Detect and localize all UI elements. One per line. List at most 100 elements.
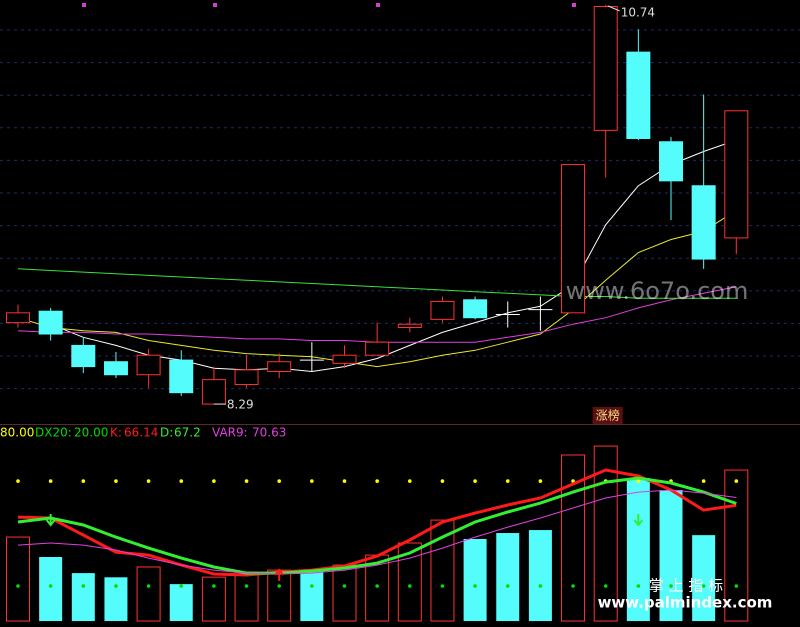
level-dot <box>81 479 86 483</box>
level-dot <box>114 479 118 483</box>
indicator-bar <box>496 533 520 622</box>
candle-body <box>593 6 618 131</box>
marker <box>213 3 217 7</box>
legend-value: 20.00 <box>74 426 108 440</box>
level-dot <box>505 584 510 588</box>
indicator-bar <box>71 573 95 622</box>
indicator-bar <box>397 542 422 622</box>
signal-arrow <box>633 514 644 527</box>
signal-arrow <box>45 514 56 527</box>
level-dot <box>505 479 510 483</box>
moving-average <box>50 139 737 373</box>
level-dot <box>114 584 118 588</box>
level-dot <box>473 584 477 588</box>
level-dot <box>701 479 706 483</box>
level-dot <box>440 584 445 588</box>
max-label: 10.74 <box>621 5 655 19</box>
level-dot <box>179 584 184 588</box>
candle-body <box>397 323 422 328</box>
legend-name: VAR9: <box>212 426 248 440</box>
footer-url: www.palmindex.com <box>598 594 773 612</box>
indicator-bar <box>6 536 30 622</box>
level-dot <box>16 479 20 483</box>
legend-name: K: <box>110 426 122 440</box>
candle-body <box>201 379 226 405</box>
level-dot <box>669 584 673 588</box>
indicator-bar <box>332 564 357 622</box>
indicator-bar <box>593 445 618 622</box>
level-dot <box>342 584 347 588</box>
candle-body <box>71 344 96 368</box>
legend-value: 70.63 <box>252 426 286 440</box>
top-markers <box>82 3 576 7</box>
candle-body <box>561 164 586 314</box>
candle-body <box>267 361 292 372</box>
level-dot <box>408 479 412 483</box>
price-panel: 10.74 8.29 涨榜 <box>6 4 749 424</box>
annotation-arrow <box>607 5 620 12</box>
candle-body <box>724 110 749 239</box>
watermark: www.6o7o.com <box>566 277 749 305</box>
level-dot <box>603 584 608 588</box>
marker <box>376 3 380 7</box>
legend-value: 66.14 <box>124 426 158 440</box>
candle-body <box>430 300 455 320</box>
level-dot <box>473 479 477 483</box>
indicator-bar <box>104 577 128 622</box>
candle-body <box>332 354 357 364</box>
indicator-line <box>17 476 737 575</box>
indicator-panel: 80.00 DX20: 20.00 K: 66.14 D: 67.2 VAR9: 70.63 <box>0 426 749 622</box>
indicator-bar <box>724 469 749 622</box>
legend-value: 80.00 <box>0 426 34 440</box>
tag-label: 涨榜 <box>596 408 620 423</box>
level-dot <box>81 584 86 588</box>
candle-body <box>6 312 30 324</box>
level-dot <box>16 584 20 588</box>
signal-arrow <box>274 568 284 581</box>
candle-body <box>463 299 488 319</box>
candle-body <box>234 369 259 386</box>
indicator-bar <box>39 557 63 622</box>
marker <box>82 3 86 7</box>
level-dot <box>636 584 641 588</box>
indicator-bar <box>692 535 716 622</box>
footer-brand: 掌 上 指 标 <box>649 577 723 595</box>
indicator-bar <box>626 478 650 622</box>
marker <box>572 3 576 7</box>
level-dot <box>179 479 184 483</box>
level-dot <box>48 584 53 588</box>
level-dot <box>538 584 543 588</box>
level-dot <box>212 584 216 588</box>
tag-box <box>592 407 623 424</box>
level-dot <box>212 479 216 483</box>
level-dot <box>244 479 249 483</box>
indicator-bar <box>300 570 324 622</box>
indicator-bar <box>528 530 552 622</box>
legend-name: D: <box>160 426 173 440</box>
level-dot <box>342 479 347 483</box>
level-dot <box>310 584 314 588</box>
indicator-bar <box>169 584 193 622</box>
indicator-bar <box>234 571 259 622</box>
level-dot <box>636 479 641 483</box>
indicator-bar <box>659 489 683 622</box>
legend-name: DX20: <box>35 426 72 440</box>
candle-body <box>365 341 390 356</box>
level-dot <box>146 479 151 483</box>
level-dot <box>571 584 575 588</box>
level-dot <box>277 479 282 483</box>
candle-body <box>659 141 683 182</box>
level-dot <box>310 479 314 483</box>
level-dot <box>440 479 445 483</box>
candle-body <box>626 51 651 139</box>
level-dot <box>277 584 282 588</box>
moving-average <box>17 209 737 368</box>
level-dot <box>408 584 412 588</box>
legend-value: 67.2 <box>174 426 201 440</box>
candle-body <box>38 310 63 335</box>
indicator-line <box>17 489 737 575</box>
level-dot <box>146 584 151 588</box>
level-dot <box>734 584 739 588</box>
